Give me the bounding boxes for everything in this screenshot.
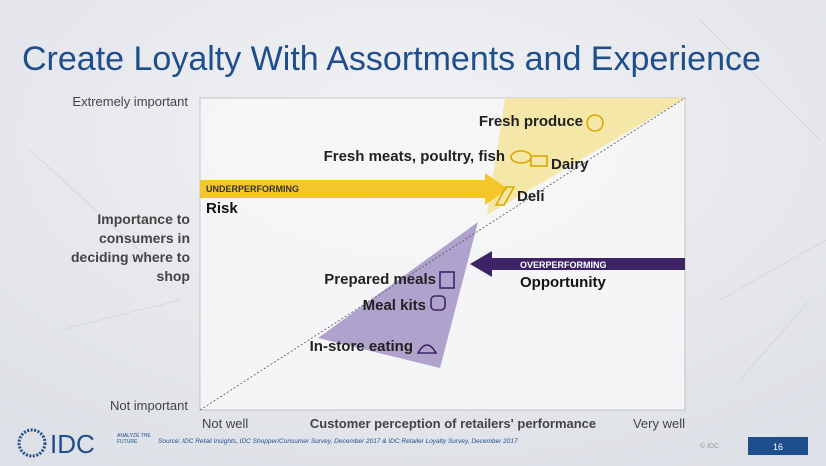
x-right-label: Very well	[633, 416, 685, 431]
item-label: Fresh produce	[479, 113, 583, 130]
arrow-tag: OVERPERFORMING	[520, 260, 607, 270]
tagline-box: ANALYZE THE FUTURE	[117, 433, 151, 445]
arrow-tag: UNDERPERFORMING	[206, 184, 299, 194]
item-label: Fresh meats, poultry, fish	[324, 148, 505, 165]
x-title: Customer perception of retailers' perfor…	[310, 416, 596, 431]
source: Source: IDC Retail Insights, IDC Shopper…	[158, 438, 518, 445]
item-label: Deli	[517, 188, 545, 205]
tagline: ANALYZE THE FUTURE	[117, 433, 151, 445]
page-number: 16	[773, 442, 783, 452]
arrow-label: Opportunity	[520, 274, 606, 291]
diagonal	[199, 97, 686, 411]
overperforming-arrow	[470, 251, 685, 277]
copyright: © IDC	[700, 442, 719, 450]
underperforming-arrow	[200, 173, 508, 205]
item-label: In-store eating	[310, 338, 413, 355]
icons	[494, 114, 604, 206]
yellow-region	[487, 98, 685, 215]
y-title-box: Importance to consumers in deciding wher…	[70, 211, 190, 284]
arrow-label: Risk	[206, 200, 238, 217]
page-box	[748, 437, 808, 455]
network-decoration	[29, 19, 826, 381]
x-left-label: Not well	[202, 416, 248, 431]
item-label: Prepared meals	[324, 271, 436, 288]
y-top-label: Extremely important	[72, 94, 188, 109]
y-bottom-label: Not important	[110, 398, 188, 413]
item-label: Dairy	[551, 156, 589, 173]
icons	[416, 271, 455, 354]
y-title: Importance to consumers in deciding wher…	[70, 211, 190, 284]
title: Create Loyalty With Assortments and Expe…	[22, 40, 761, 78]
purple-region	[318, 222, 478, 368]
logo: IDC	[50, 429, 95, 459]
item-label: Meal kits	[363, 297, 426, 314]
logo-globe	[17, 428, 47, 458]
